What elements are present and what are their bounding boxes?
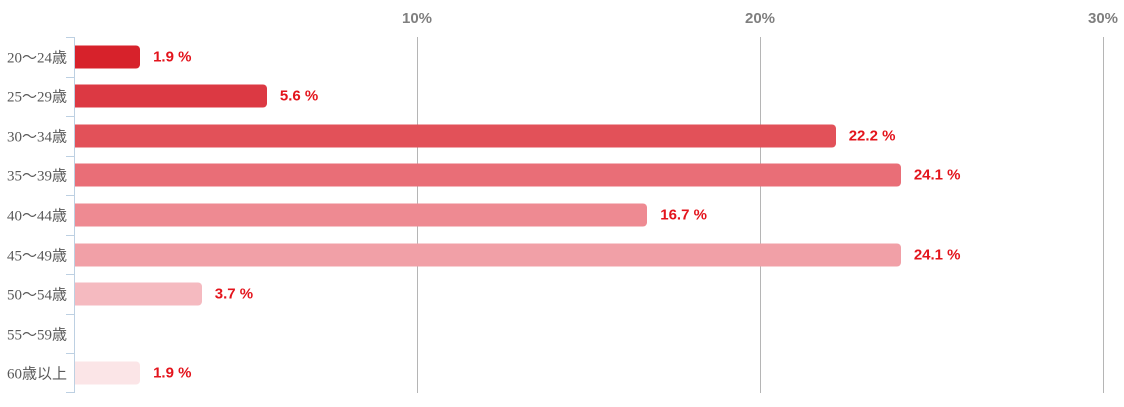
chart-row: 55〜59歳 bbox=[7, 314, 1103, 354]
category-label: 45〜49歳 bbox=[6, 248, 67, 265]
y-axis-tick bbox=[66, 313, 74, 315]
bar bbox=[75, 163, 901, 187]
value-label: 24.1 % bbox=[913, 166, 961, 184]
bar bbox=[75, 203, 648, 227]
chart-row: 35〜39歳 24.1 % bbox=[7, 156, 1103, 196]
chart-row: 50〜54歳 3.7 % bbox=[7, 274, 1103, 314]
y-axis-tick bbox=[66, 37, 74, 38]
category-label: 40〜44歳 bbox=[6, 208, 67, 225]
plot-area: 10% 20% 30% 20〜24歳 1.9 % 25〜29歳 5.6 % 30… bbox=[7, 10, 1118, 394]
x-axis-tick-label: 10% bbox=[401, 10, 433, 27]
chart-row: 45〜49歳 24.1 % bbox=[7, 235, 1103, 275]
chart-row: 20〜24歳 1.9 % bbox=[7, 37, 1103, 77]
category-label: 30〜34歳 bbox=[6, 129, 67, 146]
category-label: 20〜24歳 bbox=[6, 50, 67, 67]
value-label: 5.6 % bbox=[279, 87, 319, 105]
y-axis-line bbox=[74, 37, 75, 393]
category-label: 60歳以上 bbox=[6, 366, 67, 383]
x-axis-tick-label: 30% bbox=[1087, 10, 1119, 27]
bar bbox=[75, 45, 141, 69]
gridline bbox=[1103, 37, 1104, 393]
chart-row: 25〜29歳 5.6 % bbox=[7, 77, 1103, 117]
bar bbox=[75, 243, 901, 267]
bar bbox=[75, 84, 267, 108]
bar bbox=[75, 282, 202, 306]
value-label: 16.7 % bbox=[660, 206, 707, 224]
chart-row: 40〜44歳 16.7 % bbox=[7, 195, 1103, 235]
x-axis-tick-label: 20% bbox=[744, 10, 776, 27]
category-label: 50〜54歳 bbox=[6, 287, 67, 304]
y-axis-tick bbox=[66, 195, 74, 197]
value-label: 24.1 % bbox=[913, 246, 961, 264]
y-axis-tick bbox=[66, 76, 74, 78]
value-label: 22.2 % bbox=[848, 127, 896, 145]
value-label: 1.9 % bbox=[153, 48, 192, 66]
category-label: 25〜29歳 bbox=[6, 89, 67, 106]
value-label: 3.7 % bbox=[214, 285, 254, 303]
category-label: 55〜59歳 bbox=[6, 327, 67, 344]
bar-rows: 20〜24歳 1.9 % 25〜29歳 5.6 % 30〜34歳 22.2 % … bbox=[7, 37, 1103, 394]
bar bbox=[75, 124, 836, 148]
y-axis-tick bbox=[66, 155, 74, 157]
y-axis-tick bbox=[66, 116, 74, 118]
y-axis-tick bbox=[66, 234, 74, 236]
y-axis-tick bbox=[66, 353, 74, 355]
bar bbox=[75, 361, 141, 385]
chart-row: 60歳以上 1.9 % bbox=[7, 354, 1103, 394]
category-label: 35〜39歳 bbox=[6, 168, 67, 185]
y-axis-tick bbox=[66, 392, 74, 393]
gridline bbox=[760, 37, 761, 393]
y-axis-tick bbox=[66, 274, 74, 276]
value-label: 1.9 % bbox=[153, 364, 192, 382]
chart-row: 30〜34歳 22.2 % bbox=[7, 116, 1103, 156]
